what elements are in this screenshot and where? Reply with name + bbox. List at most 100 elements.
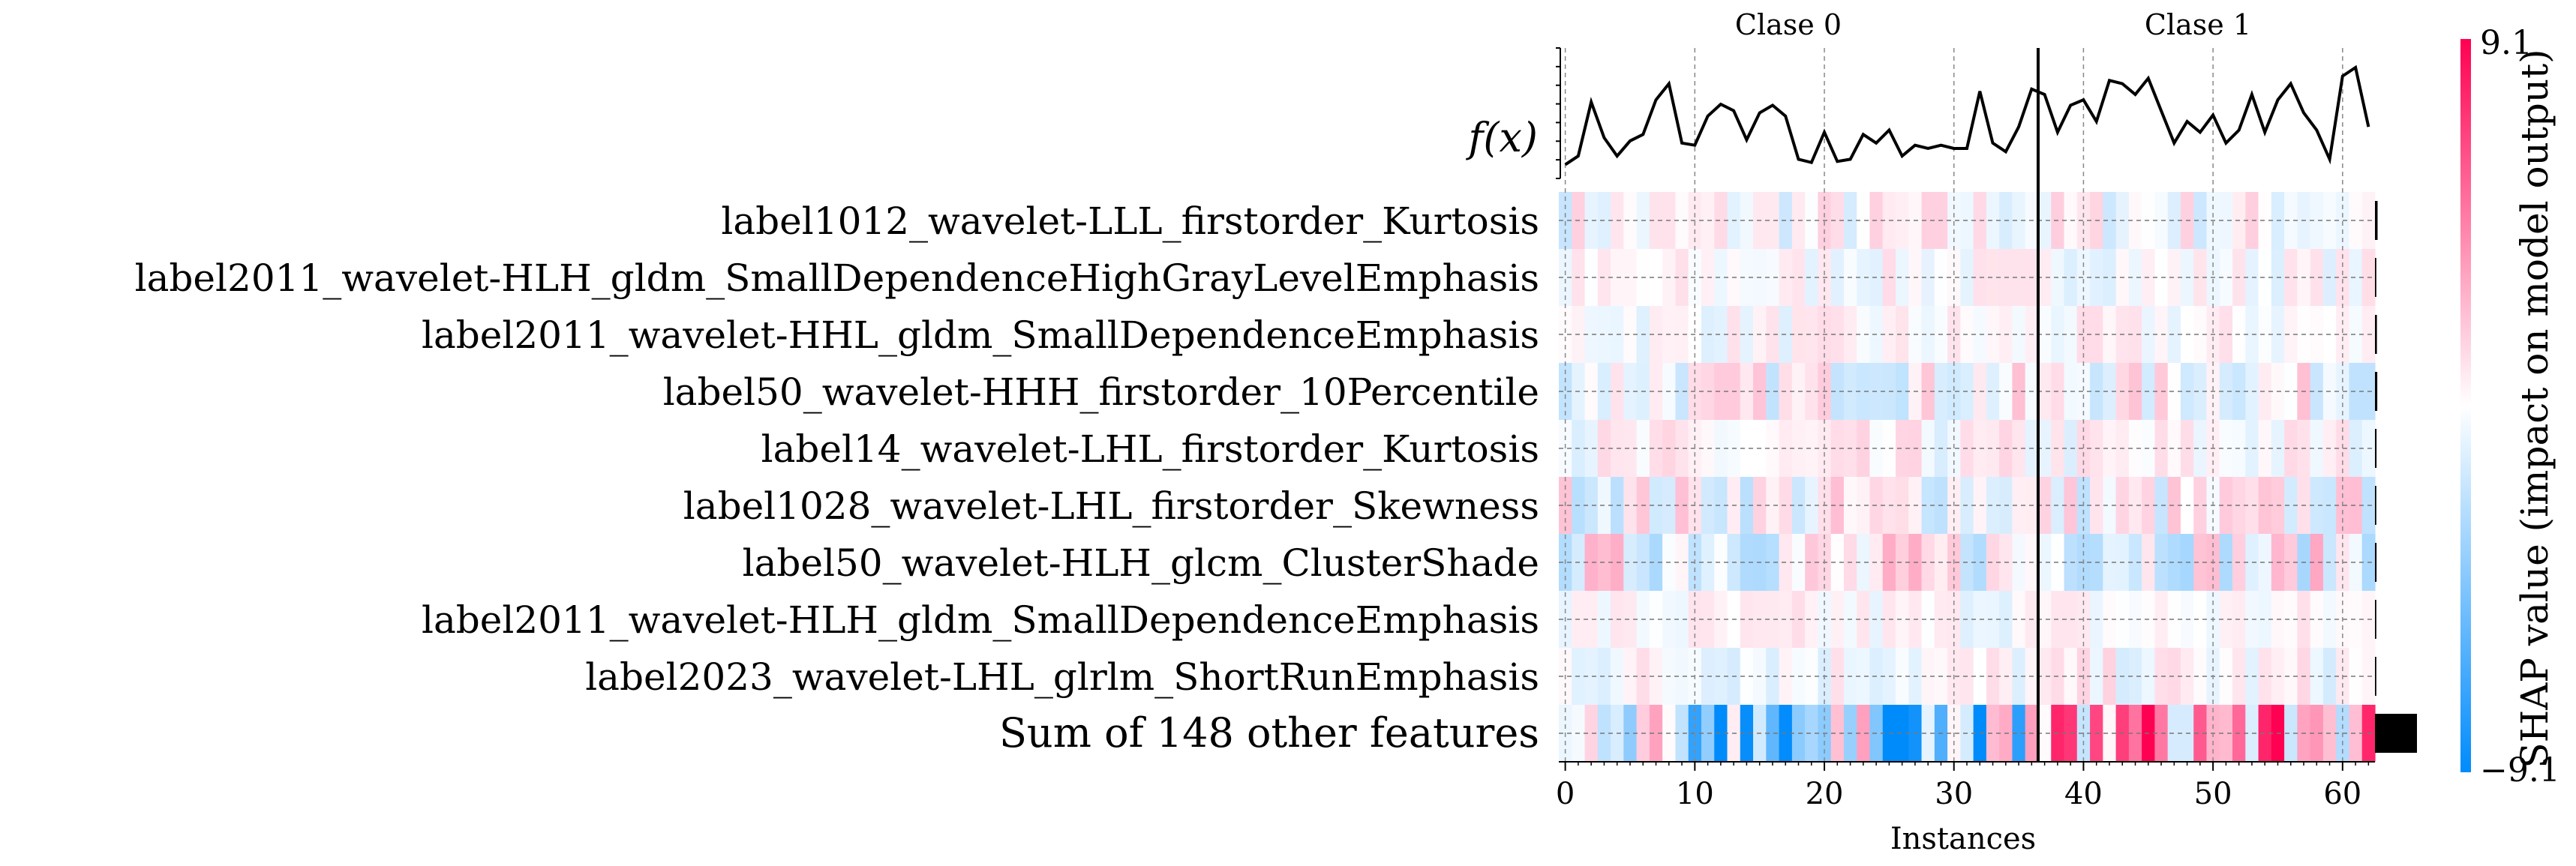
feature-label: label1012_wavelet-LLL_firstorder_Kurtosi…: [721, 199, 1539, 243]
heatmap-cell: [1986, 420, 2000, 477]
heatmap-cell: [1584, 249, 1599, 306]
heatmap-cell: [1921, 363, 1935, 420]
heatmap-cell: [1584, 420, 1599, 477]
heatmap-cell: [2037, 249, 2052, 306]
heatmap-cell: [1649, 477, 1663, 534]
heatmap-cell: [2193, 306, 2208, 363]
heatmap-cell: [2012, 648, 2026, 705]
heatmap-cell: [1714, 420, 1728, 477]
heatmap-cell: [1766, 192, 1780, 249]
colorbar-min-label: −9.1: [2480, 751, 2560, 790]
importance-bar: [2375, 258, 2376, 297]
heatmap-cell: [2349, 192, 2363, 249]
heatmap-cell: [2284, 420, 2298, 477]
feature-label: label50_wavelet-HHH_firstorder_10Percent…: [663, 370, 1539, 414]
heatmap-cell: [2167, 420, 2181, 477]
heatmap-cell: [1986, 306, 2000, 363]
heatmap-cell: [2012, 306, 2026, 363]
heatmap-cell: [1805, 192, 1818, 249]
grid-lines: [1559, 48, 2375, 762]
heatmap-cell: [1584, 705, 1599, 762]
heatmap-cell: [1584, 363, 1599, 420]
feature-label: label14_wavelet-LHL_firstorder_Kurtosis: [761, 427, 1539, 471]
feature-label: label1028_wavelet-LHL_firstorder_Skewnes…: [683, 484, 1539, 528]
heatmap-cell: [1714, 363, 1728, 420]
heatmap-cell: [2349, 591, 2363, 648]
heatmap-cell: [1857, 249, 1871, 306]
heatmap-cell: [1740, 363, 1754, 420]
heatmap-cell: [1896, 249, 1909, 306]
heatmap-cell: [1766, 705, 1780, 762]
x-tick-label: 40: [2064, 777, 2103, 811]
heatmap-cell: [2103, 477, 2117, 534]
heatmap-cell: [1649, 192, 1663, 249]
heatmap-cell: [2193, 477, 2208, 534]
heatmap-cell: [2012, 534, 2026, 591]
heatmap-cell: [1740, 534, 1754, 591]
heatmap-cell: [1921, 192, 1935, 249]
heatmap-cell: [2193, 363, 2208, 420]
heatmap-cell: [1805, 477, 1818, 534]
heatmap-cell: [2258, 591, 2272, 648]
heatmap-cell: [1805, 534, 1818, 591]
heatmap-cell: [2012, 420, 2026, 477]
heatmap-cell: [2076, 192, 2091, 249]
heatmap-cell: [2193, 648, 2208, 705]
heatmap-cell: [1559, 249, 1572, 306]
heatmap-cell: [2076, 306, 2091, 363]
heatmap-cell: [2349, 363, 2363, 420]
heatmap-cell: [1649, 591, 1663, 648]
heatmap-cell: [1623, 249, 1638, 306]
heatmap-cell: [1740, 192, 1754, 249]
heatmap-cell: [1896, 477, 1909, 534]
heatmap-cell: [2167, 705, 2181, 762]
heatmap-cell: [1675, 420, 1689, 477]
x-tick-label: 30: [1935, 777, 1973, 811]
heatmap-cell: [2310, 249, 2324, 306]
feature-label: label2023_wavelet-LHL_glrlm_ShortRunEmph…: [585, 655, 1539, 699]
heatmap-cell: [2310, 648, 2324, 705]
heatmap-cell: [2128, 249, 2142, 306]
heatmap-cell: [2103, 534, 2117, 591]
heatmap-cell: [1947, 363, 1961, 420]
heatmap-cell: [1714, 534, 1728, 591]
heatmap-cell: [1584, 534, 1599, 591]
heatmap-cell: [1766, 420, 1780, 477]
heatmap-cell: [2012, 705, 2026, 762]
heatmap-cell: [2076, 363, 2091, 420]
heatmap-cell: [1857, 363, 1871, 420]
heatmap-cell: [1623, 420, 1638, 477]
heatmap-cell: [1675, 477, 1689, 534]
heatmap-cell: [1830, 534, 1845, 591]
heatmap-cell: [1805, 249, 1818, 306]
heatmap-cell: [1740, 306, 1754, 363]
heatmap-cell: [2258, 249, 2272, 306]
heatmap-cell: [2103, 306, 2117, 363]
heatmap-cell: [2012, 363, 2026, 420]
importance-bar: [2375, 543, 2377, 582]
heatmap-cell: [2012, 249, 2026, 306]
heatmap-cell: [2037, 534, 2052, 591]
heatmap-cell: [2284, 249, 2298, 306]
heatmap-cell: [1830, 420, 1845, 477]
heatmap-cell: [2012, 591, 2026, 648]
heatmap-cell: [2284, 306, 2298, 363]
heatmap-cell: [1896, 306, 1909, 363]
heatmap-cell: [2219, 306, 2233, 363]
heatmap-cell: [2167, 591, 2181, 648]
heatmap-cell: [1649, 648, 1663, 705]
heatmap-cell: [2258, 477, 2272, 534]
heatmap-cell: [2103, 420, 2117, 477]
importance-bar: [2375, 714, 2417, 753]
group-label-0: Clase 0: [1735, 8, 1842, 41]
heatmap-cell: [1986, 591, 2000, 648]
heatmap-cell: [1584, 648, 1599, 705]
heatmap-cell: [1830, 591, 1845, 648]
heatmap-cell: [2103, 249, 2117, 306]
heatmap-cell: [2349, 534, 2363, 591]
heatmap-cell: [2037, 420, 2052, 477]
heatmap-cell: [2103, 363, 2117, 420]
heatmap-cell: [2128, 477, 2142, 534]
heatmap-cell: [1675, 534, 1689, 591]
